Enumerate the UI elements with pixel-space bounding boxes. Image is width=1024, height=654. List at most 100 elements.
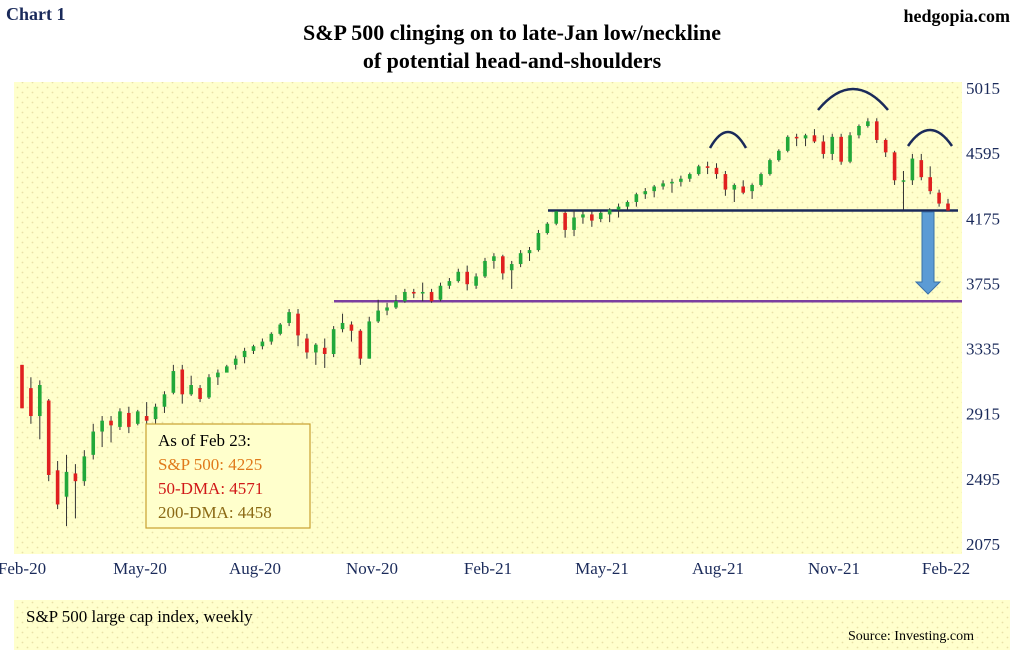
- candle: [100, 416, 104, 448]
- candle: [20, 364, 24, 409]
- candle-body-up: [269, 333, 274, 342]
- candle: [937, 189, 941, 207]
- candle: [696, 164, 701, 176]
- candle-body-down: [812, 135, 817, 142]
- candle: [394, 295, 398, 310]
- candle-body-down: [794, 136, 799, 139]
- candle: [741, 180, 746, 195]
- candle: [901, 170, 906, 210]
- candle-body-up: [447, 281, 452, 286]
- candle-body-up: [474, 276, 478, 286]
- candle: [545, 222, 550, 235]
- candle: [536, 229, 541, 252]
- candle: [420, 282, 425, 302]
- candle: [554, 209, 559, 226]
- candle: [38, 380, 42, 440]
- candle: [483, 257, 487, 278]
- candle: [563, 211, 567, 238]
- candle-body-down: [180, 369, 185, 395]
- candle-body-up: [207, 377, 211, 398]
- candle: [670, 178, 674, 193]
- candle: [768, 158, 772, 176]
- candle: [572, 209, 576, 237]
- candle-body-up: [777, 150, 781, 161]
- source-text: Source: Investing.com: [848, 629, 974, 644]
- candle-body-up: [598, 212, 603, 220]
- candle: [127, 406, 131, 434]
- candle: [946, 198, 950, 212]
- candle: [429, 288, 434, 303]
- candle-body-up: [607, 209, 612, 215]
- left-shoulder-arc: [708, 130, 748, 149]
- candle: [910, 153, 915, 185]
- info-box: As of Feb 23: S&P 500: 4225 50-DMA: 4571…: [145, 423, 311, 529]
- candle-body-up: [732, 184, 737, 190]
- candle: [340, 313, 345, 333]
- candle: [777, 149, 781, 162]
- candle: [242, 347, 247, 364]
- candle-body-up: [785, 136, 790, 151]
- candle: [278, 322, 283, 336]
- candle: [590, 211, 594, 227]
- candle: [447, 278, 452, 289]
- x-tick-label: Feb-21: [464, 559, 512, 578]
- candle-body-up: [572, 217, 576, 230]
- candle-body-down: [322, 347, 327, 354]
- candle-body-down: [109, 420, 113, 426]
- candle-body-up: [82, 456, 87, 482]
- candle: [643, 188, 648, 199]
- candle: [679, 175, 683, 187]
- candle-body-down: [590, 214, 594, 221]
- candle: [367, 316, 372, 359]
- candle-body-up: [91, 431, 96, 455]
- candle-body-up: [153, 406, 158, 420]
- candle-body-up: [340, 322, 345, 330]
- candle-body-down: [55, 470, 60, 505]
- candle: [661, 180, 665, 190]
- candle: [385, 302, 389, 316]
- y-tick-label: 2915: [966, 405, 1000, 424]
- candle: [465, 265, 469, 291]
- candle: [91, 423, 96, 460]
- candle-body-down: [29, 388, 33, 417]
- candle: [269, 332, 274, 345]
- candle: [153, 403, 158, 424]
- candle-body-down: [501, 256, 505, 274]
- candle: [866, 118, 870, 128]
- y-tick-label: 2075: [966, 535, 1000, 554]
- candle-body-up: [492, 256, 496, 261]
- x-tick-label: Aug-20: [229, 559, 281, 578]
- candle: [839, 133, 843, 165]
- candle-body-down: [411, 291, 416, 294]
- candle-body-up: [314, 344, 318, 353]
- candle: [29, 377, 33, 424]
- candle-body-up: [216, 372, 220, 378]
- candle: [322, 338, 327, 368]
- candle-body-down: [937, 192, 941, 204]
- candle-body-up: [901, 180, 906, 182]
- candle-body-up: [135, 411, 140, 424]
- candle: [349, 321, 354, 342]
- candle: [287, 309, 291, 327]
- candle-body-down: [465, 271, 469, 285]
- candle: [171, 364, 176, 395]
- candle: [109, 416, 113, 443]
- candle: [759, 172, 763, 187]
- candle-body-up: [643, 191, 648, 195]
- candle: [509, 260, 514, 289]
- candle-body-down: [198, 388, 202, 399]
- candle: [376, 299, 380, 323]
- candle-body-down: [892, 152, 897, 181]
- candle: [207, 374, 211, 399]
- candle-body-up: [100, 420, 104, 432]
- info-box-50dma: 50-DMA: 4571: [158, 479, 263, 498]
- candle-body-down: [73, 473, 78, 482]
- candle-body-down: [723, 174, 728, 190]
- head-arc: [817, 87, 889, 111]
- candle: [527, 246, 532, 261]
- candle: [73, 464, 78, 519]
- candle: [411, 288, 416, 299]
- candle-body-up: [403, 291, 407, 302]
- candle-body-down: [429, 291, 434, 302]
